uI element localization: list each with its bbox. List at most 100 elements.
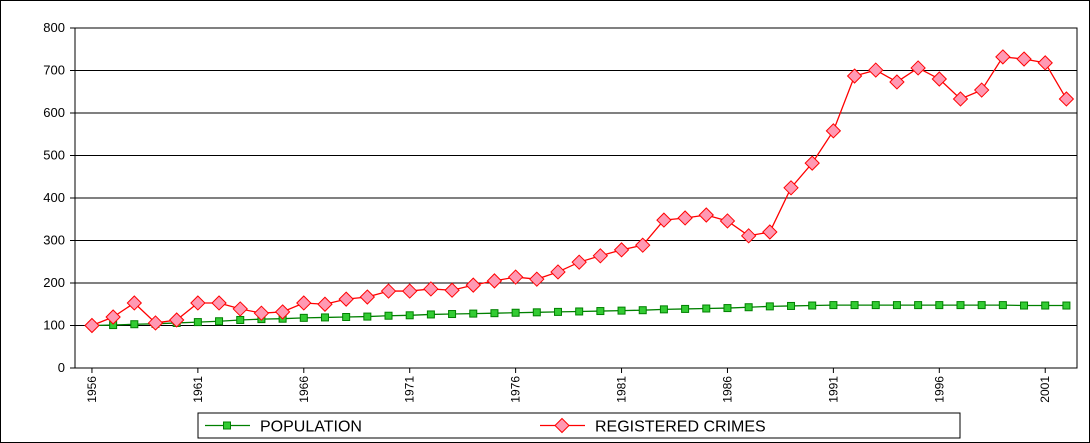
marker bbox=[507, 269, 524, 285]
x-tick-label: 1986 bbox=[720, 376, 734, 403]
marker bbox=[426, 310, 435, 319]
marker bbox=[596, 307, 605, 316]
marker bbox=[638, 306, 647, 315]
marker bbox=[698, 207, 714, 223]
marker bbox=[910, 60, 926, 76]
marker bbox=[681, 304, 690, 313]
marker bbox=[320, 313, 329, 322]
marker bbox=[592, 248, 609, 264]
marker bbox=[84, 317, 100, 334]
marker bbox=[363, 312, 372, 321]
marker bbox=[211, 295, 227, 311]
marker bbox=[613, 242, 630, 258]
marker bbox=[889, 74, 905, 90]
marker bbox=[342, 313, 351, 321]
marker bbox=[1062, 301, 1071, 310]
marker bbox=[914, 301, 923, 310]
marker bbox=[1058, 91, 1075, 107]
marker bbox=[744, 303, 753, 312]
marker bbox=[723, 304, 732, 313]
marker bbox=[193, 318, 202, 327]
marker bbox=[871, 301, 880, 310]
marker bbox=[274, 304, 291, 320]
x-tick-label: 2001 bbox=[1038, 376, 1052, 403]
marker bbox=[147, 315, 164, 331]
y-tick-label: 800 bbox=[43, 20, 65, 35]
marker bbox=[935, 301, 944, 310]
marker bbox=[168, 312, 185, 328]
marker bbox=[423, 281, 439, 297]
marker bbox=[659, 305, 668, 314]
marker bbox=[529, 271, 545, 287]
marker bbox=[296, 295, 312, 311]
marker bbox=[956, 301, 965, 310]
x-tick-label: 1971 bbox=[403, 376, 417, 403]
marker bbox=[1037, 55, 1053, 71]
legend-label: POPULATION bbox=[260, 419, 362, 436]
marker bbox=[299, 313, 308, 322]
marker bbox=[253, 305, 270, 321]
y-tick-label: 500 bbox=[43, 148, 65, 163]
marker bbox=[617, 306, 626, 315]
marker bbox=[931, 71, 948, 87]
marker bbox=[490, 309, 499, 318]
y-tick-label: 700 bbox=[43, 63, 65, 78]
marker bbox=[215, 317, 224, 326]
marker bbox=[1020, 301, 1029, 310]
marker bbox=[995, 49, 1011, 65]
legend-box bbox=[197, 412, 961, 439]
marker bbox=[952, 91, 969, 107]
marker bbox=[317, 296, 333, 312]
marker bbox=[232, 301, 248, 317]
marker bbox=[359, 289, 376, 305]
y-tick-label: 300 bbox=[43, 233, 65, 248]
marker bbox=[511, 308, 520, 317]
marker bbox=[677, 210, 693, 226]
x-tick-label: 1961 bbox=[191, 376, 205, 403]
marker bbox=[808, 301, 817, 310]
marker bbox=[850, 301, 859, 310]
legend-marker bbox=[554, 417, 570, 434]
legend-label: REGISTERED CRIMES bbox=[595, 419, 766, 436]
marker bbox=[105, 309, 121, 325]
x-tick-label: 1996 bbox=[932, 376, 946, 403]
marker bbox=[550, 264, 566, 280]
y-tick-label: 200 bbox=[43, 275, 65, 290]
x-tick-label: 1981 bbox=[615, 376, 629, 403]
marker bbox=[126, 295, 143, 311]
marker bbox=[829, 301, 838, 310]
marker bbox=[444, 282, 460, 298]
marker bbox=[380, 283, 397, 299]
marker bbox=[448, 310, 457, 319]
marker bbox=[486, 273, 503, 289]
marker bbox=[804, 155, 820, 171]
legend: POPULATION REGISTERED CRIMES bbox=[197, 412, 961, 439]
marker bbox=[765, 302, 774, 311]
marker bbox=[465, 277, 481, 293]
marker bbox=[998, 301, 1007, 310]
marker bbox=[405, 311, 414, 320]
marker bbox=[702, 304, 711, 313]
marker bbox=[868, 62, 884, 78]
x-tick-label: 1956 bbox=[85, 376, 99, 403]
marker bbox=[719, 213, 736, 229]
marker bbox=[190, 295, 206, 311]
marker bbox=[892, 301, 901, 310]
marker bbox=[787, 301, 796, 310]
y-tick-label: 100 bbox=[43, 318, 65, 333]
marker bbox=[532, 308, 541, 317]
y-tick-label: 0 bbox=[58, 360, 65, 375]
marker bbox=[469, 309, 478, 318]
marker bbox=[553, 307, 562, 316]
y-tick-label: 600 bbox=[43, 105, 65, 120]
marker bbox=[571, 254, 587, 270]
marker bbox=[740, 228, 757, 244]
marker bbox=[762, 224, 778, 240]
marker bbox=[130, 320, 139, 329]
y-tick-label: 400 bbox=[43, 190, 65, 205]
marker bbox=[846, 68, 863, 84]
marker bbox=[1041, 301, 1050, 310]
marker bbox=[825, 123, 842, 139]
marker bbox=[384, 311, 393, 320]
